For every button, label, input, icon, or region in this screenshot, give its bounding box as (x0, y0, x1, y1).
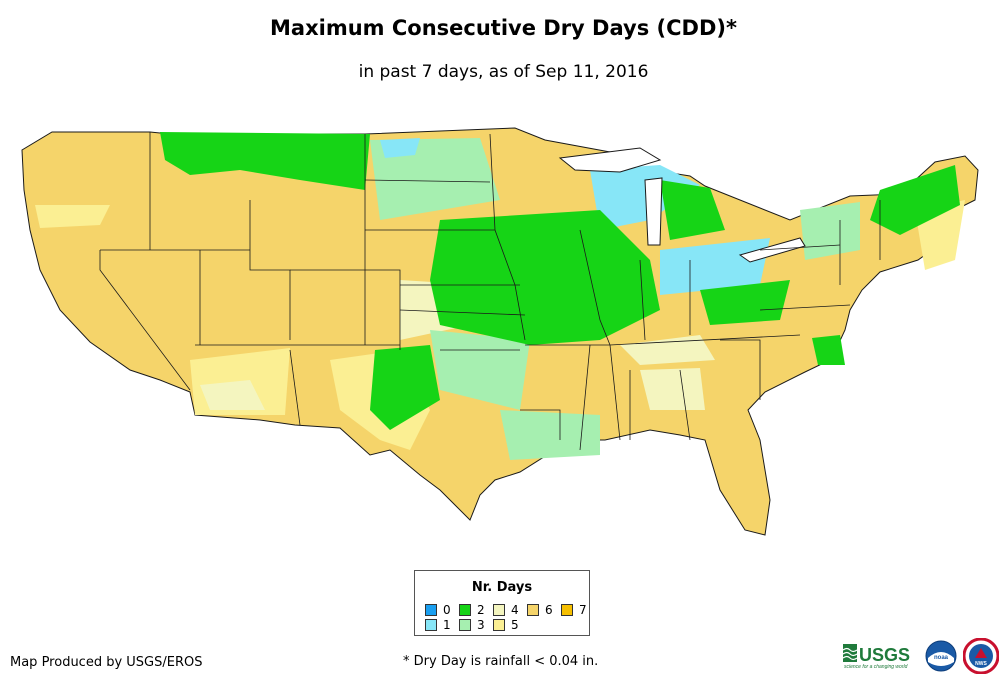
legend-label: 1 (443, 618, 451, 632)
legend-label: 6 (545, 603, 553, 617)
legend-label: 0 (443, 603, 451, 617)
legend-label: 5 (511, 618, 519, 632)
region-2-north-carolina (812, 335, 845, 365)
region-3-dakotas (370, 138, 500, 220)
legend-swatch (527, 604, 539, 616)
legend: Nr. Days 0 1 2 3 4 5 6 7 (414, 570, 590, 636)
usgs-logo: USGS science for a changing world (843, 644, 910, 670)
legend-item-7: 7 (561, 603, 587, 617)
legend-title: Nr. Days (471, 580, 533, 595)
region-2-appalachia (700, 280, 790, 325)
legend-label: 7 (579, 603, 587, 617)
state-boundaries (99, 132, 881, 451)
legend-swatch (459, 619, 471, 631)
us-cdd-map (21, 127, 979, 536)
nws-logo: NWS (963, 638, 999, 674)
legend-item-0: 0 (425, 603, 451, 617)
map-producer-credit: Map Produced by USGS/EROS (10, 655, 203, 670)
legend-item-2: 2 (459, 603, 485, 617)
region-2-montana (160, 132, 370, 190)
map-subtitle: in past 7 days, as of Sep 11, 2016 (358, 62, 649, 82)
usgs-tagline: science for a changing world (844, 664, 908, 670)
region-2-oklahoma (370, 345, 440, 430)
legend-label: 4 (511, 603, 519, 617)
legend-item-1: 1 (425, 618, 451, 632)
usgs-wordmark: USGS (859, 645, 910, 665)
legend-item-6: 6 (527, 603, 553, 617)
dry-day-footnote: * Dry Day is rainfall < 0.04 in. (403, 654, 599, 669)
region-4-tennessee (620, 335, 715, 365)
region-2-new-england (870, 165, 960, 235)
region-5-northwest (35, 205, 110, 228)
legend-item-3: 3 (459, 618, 485, 632)
legend-item-5: 5 (493, 618, 519, 632)
region-1-upper-midwest (590, 165, 700, 230)
nws-wordmark: NWS (975, 661, 987, 667)
map-title: Maximum Consecutive Dry Days (CDD)* (270, 16, 737, 40)
legend-swatch (459, 604, 471, 616)
legend-swatch (425, 619, 437, 631)
legend-swatch (425, 604, 437, 616)
region-2-michigan (660, 180, 725, 240)
lake-michigan (644, 177, 663, 246)
region-2-corn-belt (430, 210, 660, 345)
region-4-southeast (640, 368, 705, 410)
legend-swatch (493, 604, 505, 616)
region-3-northeast (800, 202, 860, 260)
legend-swatch (561, 604, 573, 616)
noaa-logo: noaa (925, 640, 957, 672)
region-1-ohio-valley (660, 238, 770, 295)
lake-erie (738, 237, 806, 263)
legend-label: 2 (477, 603, 485, 617)
region-4-southwest (200, 380, 265, 410)
lake-superior (558, 147, 662, 173)
noaa-wordmark: noaa (934, 655, 949, 661)
region-1-north-dakota (380, 138, 420, 158)
legend-label: 3 (477, 618, 485, 632)
legend-item-4: 4 (493, 603, 519, 617)
legend-swatch (493, 619, 505, 631)
region-3-gulf (500, 410, 600, 460)
